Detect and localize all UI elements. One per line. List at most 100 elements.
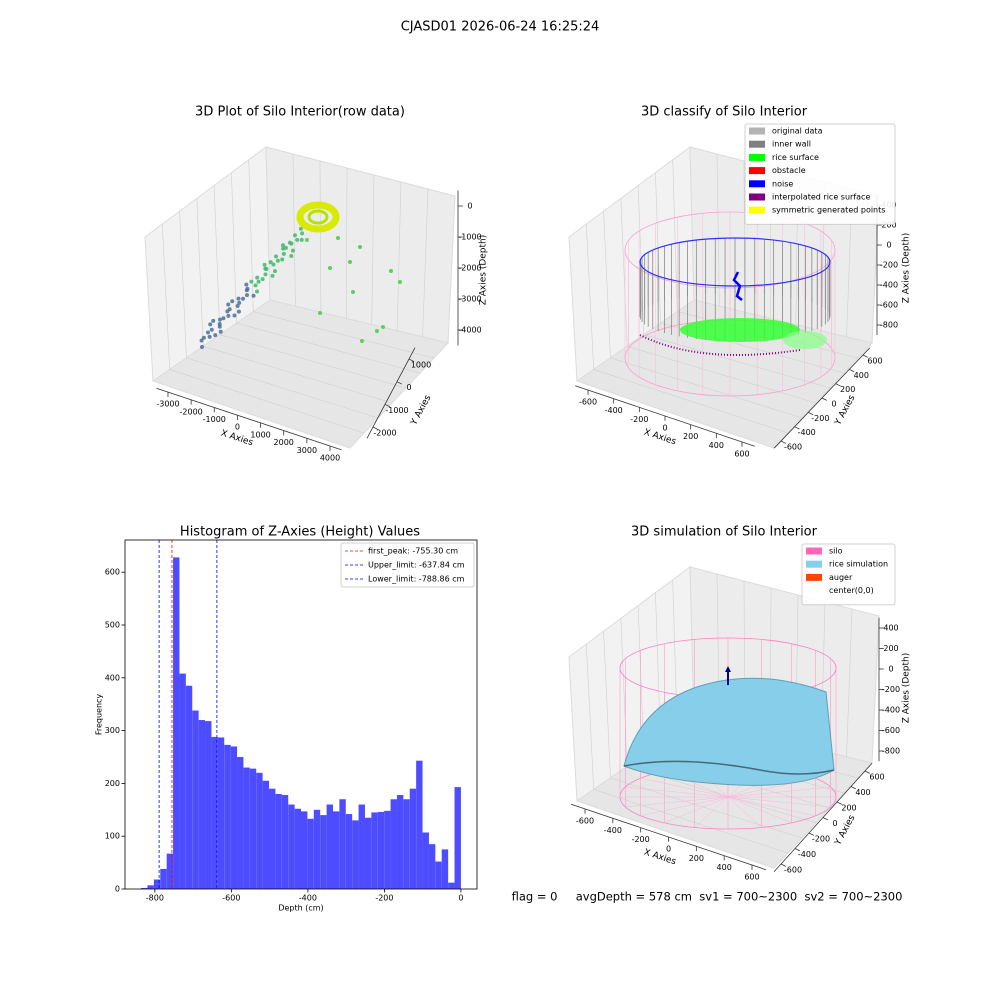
y-tick [821, 397, 827, 401]
legend-label: Lower_limit: -788.86 cm [368, 575, 465, 584]
pane-grid [371, 174, 375, 325]
cluster-decor [296, 201, 340, 233]
pane-grid [186, 357, 379, 419]
y-tick-label: 300 [105, 726, 120, 735]
pane-grid [643, 334, 831, 389]
x-tick-label: -400 [604, 826, 622, 835]
x-tick-label: 200 [689, 854, 704, 863]
bar [153, 879, 161, 889]
z-tick-label: -200 [880, 261, 898, 270]
y-tick-label: -400 [798, 428, 816, 437]
pane-grid [585, 644, 595, 790]
point-decor [398, 280, 402, 284]
z-tick-label: 0 [886, 241, 891, 250]
bar [435, 861, 442, 889]
point-decor [249, 279, 254, 284]
legend-box [801, 543, 896, 606]
point-decor [348, 260, 352, 264]
point-decor [245, 293, 250, 298]
bar [237, 757, 244, 889]
y-tick [780, 863, 786, 867]
y-tick-label: 100 [105, 832, 120, 841]
point-decor [264, 267, 269, 272]
point-decor [221, 316, 226, 321]
point-decor [211, 318, 216, 323]
x-tick-label: -200 [630, 415, 648, 424]
bar [384, 810, 391, 889]
point-decor [206, 330, 211, 335]
y-tick-label: 0 [832, 819, 837, 828]
bar [428, 844, 436, 889]
x-tick-label: -600 [576, 816, 594, 825]
silo-decor [625, 796, 729, 808]
y-tick-label: 200 [105, 779, 120, 788]
y-tick [408, 358, 414, 362]
y-tick [835, 383, 841, 387]
point-decor [236, 296, 241, 301]
y-tick [836, 801, 842, 805]
rice-decor [623, 677, 835, 786]
legend-swatch [806, 560, 822, 568]
x-tick-label: 600 [744, 873, 759, 882]
point-decor [295, 237, 300, 242]
wall-decor [639, 237, 831, 287]
y-tick-label: 200 [841, 804, 856, 813]
x-tick-label: 0 [666, 845, 671, 854]
rice-decor [680, 318, 800, 342]
silo-decor [664, 796, 729, 824]
bar [185, 685, 193, 889]
z-tick-label: 0 [888, 665, 893, 674]
pane-grid [585, 224, 595, 370]
z-tick-label: -1000 [458, 233, 481, 242]
y-axis-label: Frequency [95, 694, 104, 736]
point-decor [244, 288, 249, 293]
legend-swatch [749, 140, 765, 148]
bar [281, 795, 289, 889]
chart-title: 3D Plot of Silo Interior(row data) [195, 105, 405, 120]
legend-swatch [749, 167, 765, 175]
x-axis-line [156, 387, 342, 451]
legend-swatch [806, 547, 822, 555]
bar [377, 811, 385, 889]
bar [416, 760, 423, 889]
bar [288, 804, 295, 889]
point-decor [289, 241, 294, 246]
y-tick [849, 368, 855, 373]
bar [313, 809, 321, 889]
legend-swatch [749, 193, 765, 201]
silo-decor [727, 796, 762, 828]
chart-title: 3D simulation of Silo Interior [631, 525, 818, 540]
bar [262, 780, 270, 889]
point-decor [305, 238, 309, 242]
bar [294, 808, 301, 889]
y-tick-label: 200 [840, 385, 855, 394]
pane-grid [620, 198, 628, 347]
bar [422, 832, 429, 889]
point-decor [381, 325, 385, 329]
point-decor [226, 313, 231, 318]
rice-decor [639, 334, 801, 356]
pane-grid [345, 167, 348, 319]
y-tick [808, 832, 814, 836]
legend-label: rice surface [772, 153, 819, 162]
point-decor [200, 345, 204, 349]
y-tick-label: -200 [811, 414, 829, 423]
point-decor [256, 279, 261, 284]
y-tick [780, 440, 787, 444]
bar [224, 744, 231, 889]
chart-title: Histogram of Z-Axies (Height) Values [180, 525, 420, 540]
pane-grid [672, 159, 678, 312]
pane-grid [620, 618, 628, 767]
z-tick-label: -2000 [458, 264, 481, 273]
bar [141, 887, 148, 889]
y-tick-label: 0 [115, 885, 120, 894]
y-tick [850, 786, 856, 790]
x-axis-label: Depth (cm) [278, 904, 323, 913]
silo-decor [625, 786, 729, 798]
bar [390, 799, 397, 889]
point-decor [280, 243, 285, 248]
legend-label: noise [772, 179, 793, 188]
legend-label: center(0,0) [829, 586, 874, 595]
legend-box [744, 123, 896, 225]
